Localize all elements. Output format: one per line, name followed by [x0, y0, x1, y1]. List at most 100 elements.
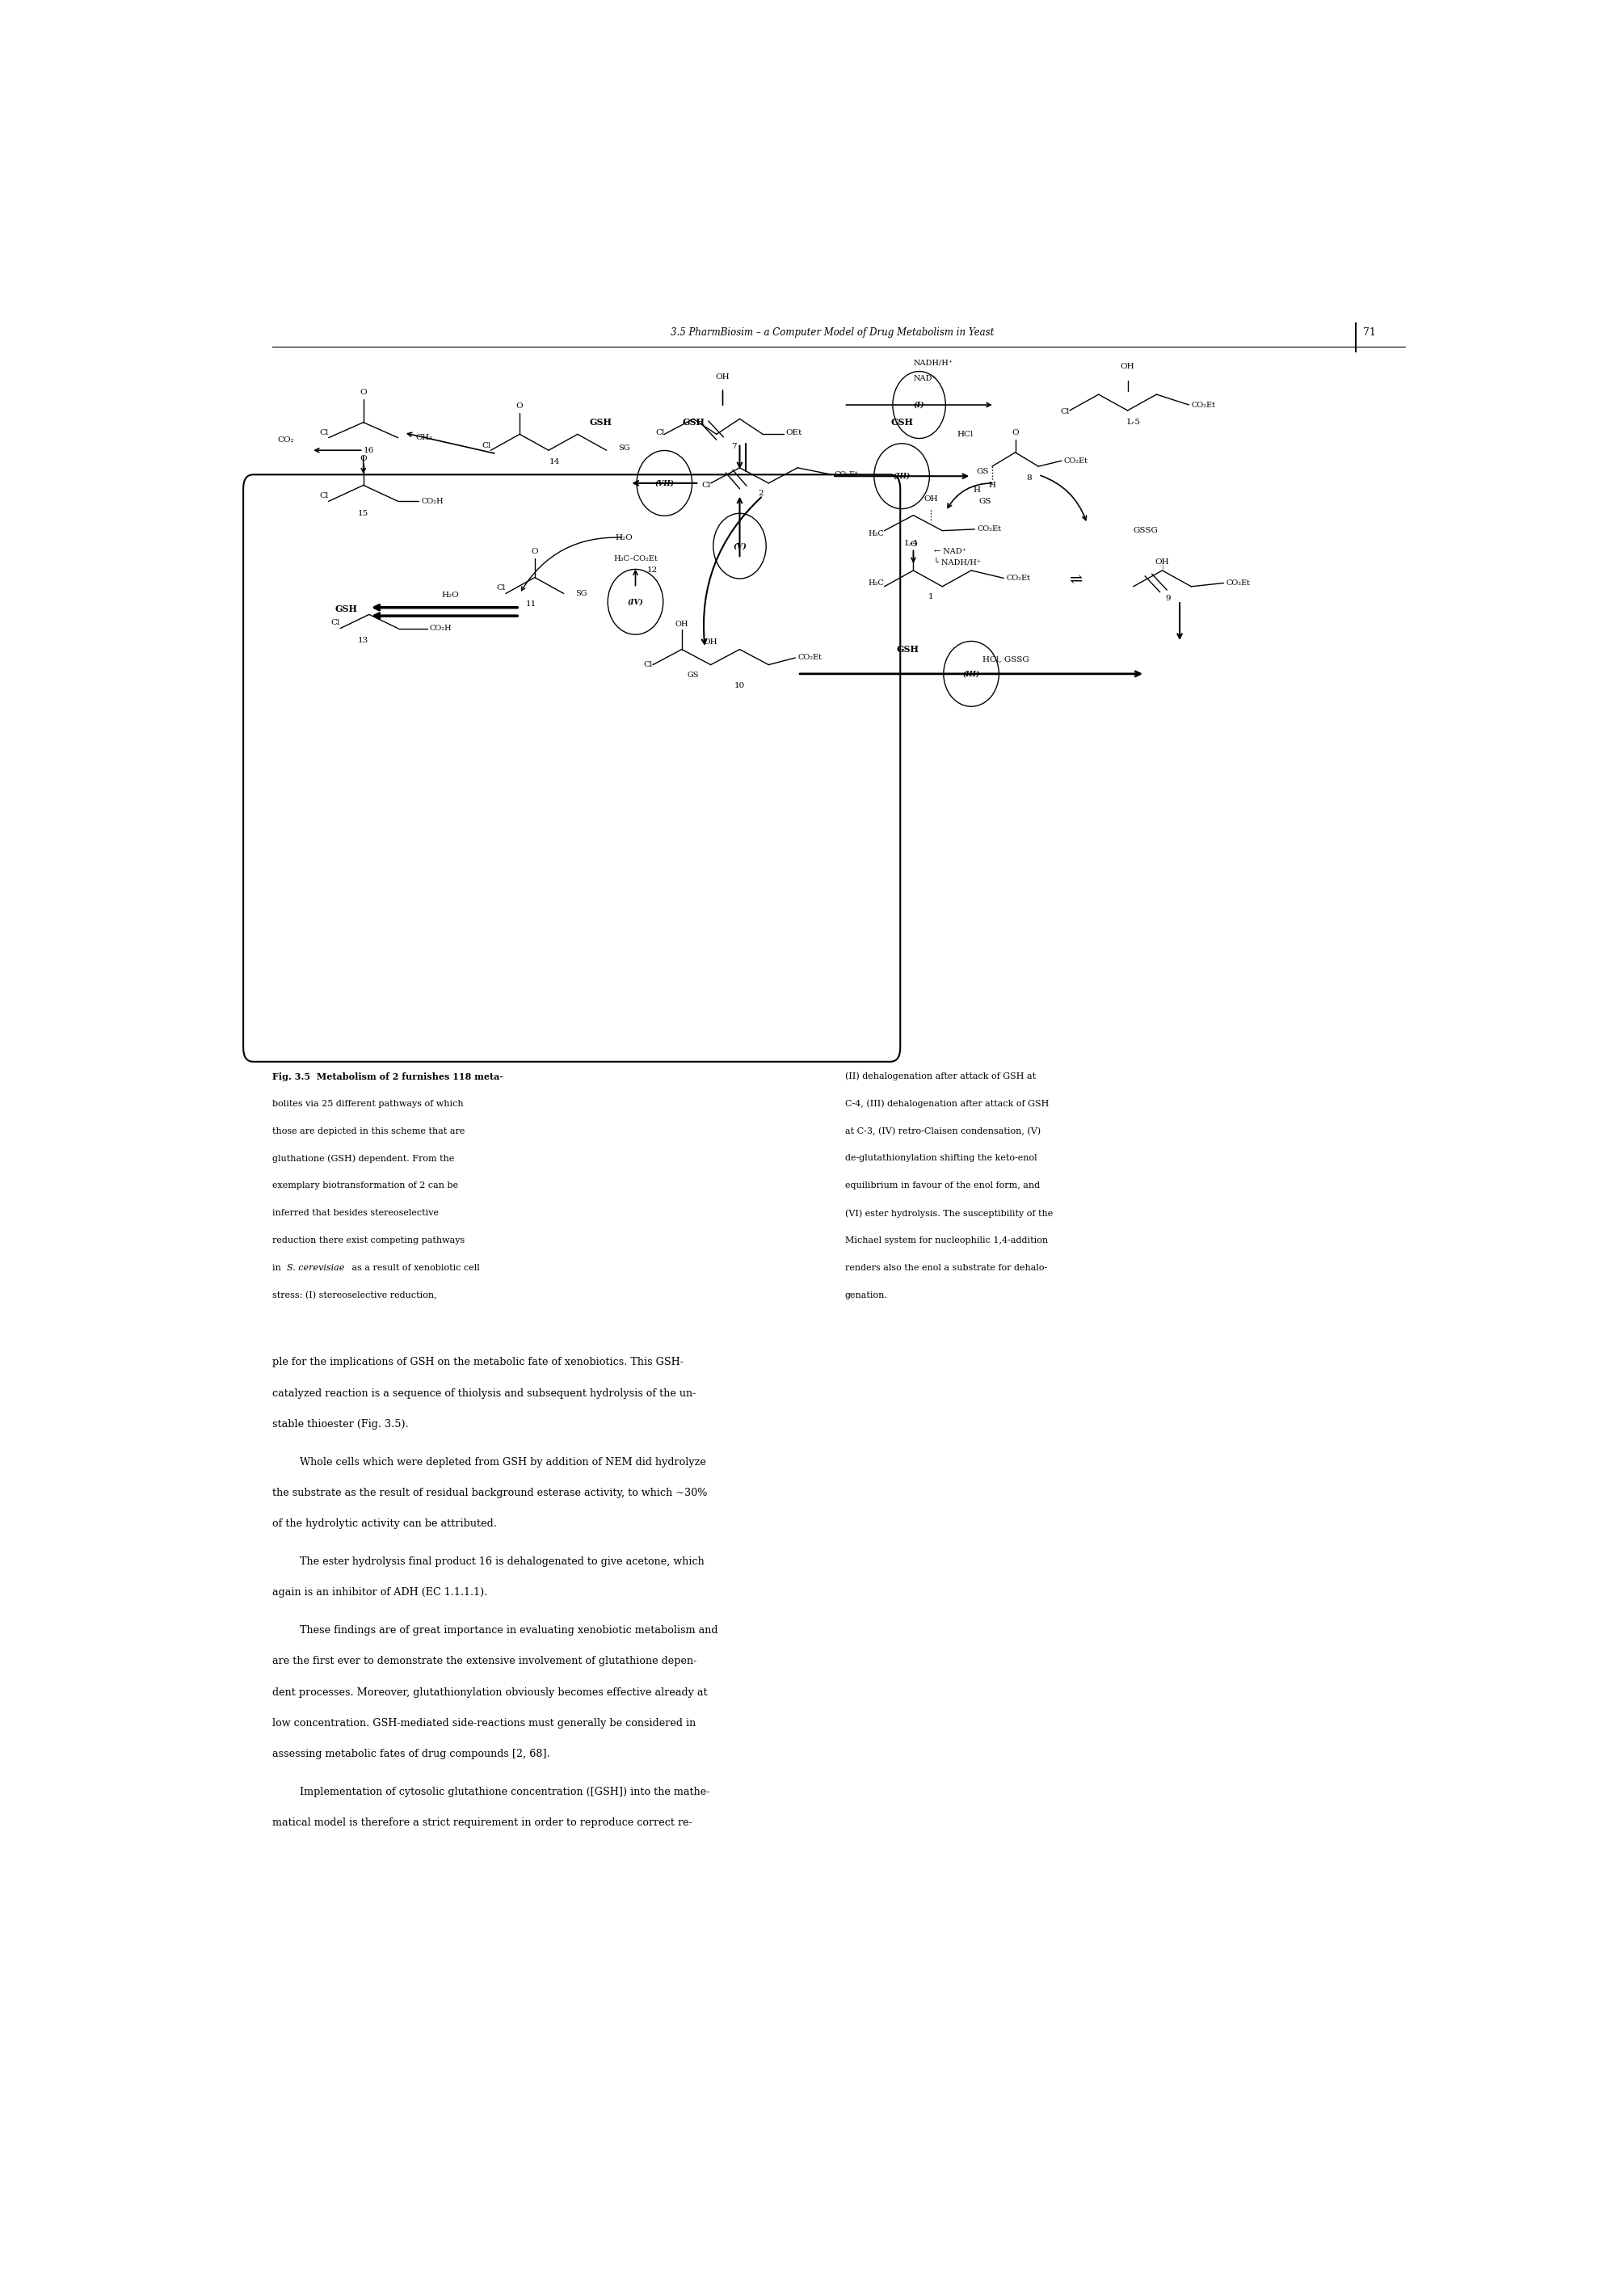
- Text: L-5: L-5: [1127, 419, 1140, 426]
- Text: O: O: [361, 456, 367, 463]
- Text: O: O: [361, 389, 367, 396]
- Text: (II) dehalogenation after attack of GSH at: (II) dehalogenation after attack of GSH …: [844, 1072, 1036, 1081]
- Text: assessing metabolic fates of drug compounds [2, 68].: assessing metabolic fates of drug compou…: [273, 1748, 551, 1759]
- Text: 3.5 PharmBiosim – a Computer Model of Drug Metabolism in Yeast: 3.5 PharmBiosim – a Computer Model of Dr…: [671, 328, 994, 337]
- Text: 9: 9: [1166, 596, 1171, 603]
- Text: genation.: genation.: [844, 1292, 888, 1299]
- Text: 8: 8: [1026, 474, 1031, 481]
- Text: 2: 2: [758, 490, 763, 497]
- Text: de-glutathionylation shifting the keto-enol: de-glutathionylation shifting the keto-e…: [844, 1155, 1036, 1162]
- Text: again is an inhibitor of ADH (EC 1.1.1.1).: again is an inhibitor of ADH (EC 1.1.1.1…: [273, 1588, 487, 1597]
- Text: those are depicted in this scheme that are: those are depicted in this scheme that a…: [273, 1127, 464, 1134]
- Text: 14: 14: [549, 458, 560, 465]
- Text: CO₂Et: CO₂Et: [1226, 580, 1250, 586]
- Text: Cl: Cl: [331, 619, 339, 625]
- Text: GSH: GSH: [682, 417, 705, 426]
- Text: CO₂Et: CO₂Et: [797, 655, 822, 662]
- Text: reduction there exist competing pathways: reduction there exist competing pathways: [273, 1237, 464, 1244]
- Text: 13: 13: [357, 637, 369, 644]
- Text: L-4: L-4: [905, 541, 918, 548]
- Text: O: O: [909, 541, 918, 548]
- Text: 15: 15: [357, 509, 369, 518]
- Text: GSH: GSH: [590, 417, 612, 426]
- Text: GSSG: GSSG: [1134, 527, 1158, 534]
- Text: H: H: [989, 481, 996, 488]
- Text: 71: 71: [1364, 328, 1376, 337]
- Text: CO₂: CO₂: [278, 435, 294, 444]
- Text: GS: GS: [976, 467, 989, 474]
- Text: gluthatione (GSH) dependent. From the: gluthatione (GSH) dependent. From the: [273, 1155, 455, 1164]
- Text: Cl: Cl: [482, 442, 490, 449]
- Text: H₂O: H₂O: [442, 591, 460, 598]
- Text: bolites via 25 different pathways of which: bolites via 25 different pathways of whi…: [273, 1100, 463, 1109]
- Text: ple for the implications of GSH on the metabolic fate of xenobiotics. This GSH-: ple for the implications of GSH on the m…: [273, 1356, 684, 1368]
- Text: OH: OH: [1155, 559, 1169, 566]
- Text: OH: OH: [703, 639, 718, 646]
- Text: 10: 10: [734, 683, 745, 690]
- Text: 1: 1: [927, 593, 934, 600]
- Text: matical model is therefore a strict requirement in order to reproduce correct re: matical model is therefore a strict requ…: [273, 1817, 692, 1828]
- Text: 11: 11: [526, 600, 536, 607]
- Text: H: H: [973, 486, 981, 495]
- Text: Cl: Cl: [643, 662, 653, 669]
- Text: S. cerevisiae: S. cerevisiae: [286, 1265, 344, 1272]
- Text: O: O: [1012, 428, 1018, 438]
- Text: Cl: Cl: [320, 493, 328, 499]
- Text: ⇌: ⇌: [1069, 573, 1082, 586]
- Text: in: in: [273, 1265, 284, 1272]
- Text: Cl: Cl: [654, 428, 664, 438]
- Text: GSH: GSH: [890, 417, 913, 426]
- Text: H₃C–CO₂Et: H₃C–CO₂Et: [614, 554, 658, 561]
- Text: dent processes. Moreover, glutathionylation obviously becomes effective already : dent processes. Moreover, glutathionylat…: [273, 1686, 708, 1698]
- Text: ← NAD⁺: ← NAD⁺: [934, 548, 966, 554]
- Text: OH: OH: [676, 621, 689, 628]
- Text: low concentration. GSH-mediated side-reactions must generally be considered in: low concentration. GSH-mediated side-rea…: [273, 1718, 695, 1727]
- Text: renders also the enol a substrate for dehalo-: renders also the enol a substrate for de…: [844, 1265, 1047, 1272]
- Text: CO₂Et: CO₂Et: [1192, 401, 1215, 408]
- Text: (I): (I): [914, 401, 924, 408]
- Text: H₂O: H₂O: [615, 534, 633, 541]
- Text: OH: OH: [924, 495, 937, 502]
- Text: Cl: Cl: [702, 481, 711, 488]
- Text: as a result of xenobiotic cell: as a result of xenobiotic cell: [349, 1265, 479, 1272]
- Text: CH₃: CH₃: [416, 433, 432, 442]
- Text: GSH: GSH: [335, 605, 357, 614]
- Text: Cl: Cl: [1060, 408, 1070, 415]
- Text: (VII): (VII): [654, 479, 674, 486]
- Text: (VI) ester hydrolysis. The susceptibility of the: (VI) ester hydrolysis. The susceptibilit…: [844, 1210, 1052, 1217]
- Text: Fig. 3.5  Metabolism of 2 furnishes 118 meta-: Fig. 3.5 Metabolism of 2 furnishes 118 m…: [273, 1072, 503, 1081]
- Text: Implementation of cytosolic glutathione concentration ([GSH]) into the mathe-: Implementation of cytosolic glutathione …: [300, 1787, 710, 1796]
- Text: (III): (III): [893, 472, 911, 479]
- Text: the substrate as the result of residual background esterase activity, to which ~: the substrate as the result of residual …: [273, 1487, 708, 1498]
- Text: CO₂H: CO₂H: [421, 497, 443, 504]
- Text: 7: 7: [731, 442, 737, 451]
- Text: NADH/H⁺: NADH/H⁺: [913, 360, 953, 367]
- Text: H₃C: H₃C: [869, 532, 885, 538]
- Text: 12: 12: [646, 566, 658, 575]
- Text: are the first ever to demonstrate the extensive involvement of glutathione depen: are the first ever to demonstrate the ex…: [273, 1656, 697, 1666]
- Text: HCl, GSSG: HCl, GSSG: [983, 655, 1030, 664]
- Text: GS: GS: [978, 497, 991, 504]
- Text: H₃C: H₃C: [869, 580, 885, 586]
- Text: HCl: HCl: [957, 431, 974, 438]
- Text: Cl: Cl: [497, 584, 505, 591]
- Text: SG: SG: [575, 589, 586, 598]
- Text: GSH: GSH: [896, 646, 919, 653]
- Text: NAD⁺: NAD⁺: [913, 376, 937, 383]
- Text: The ester hydrolysis final product 16 is dehalogenated to give acetone, which: The ester hydrolysis final product 16 is…: [300, 1556, 705, 1567]
- Text: CO₂Et: CO₂Et: [1064, 458, 1088, 465]
- Text: catalyzed reaction is a sequence of thiolysis and subsequent hydrolysis of the u: catalyzed reaction is a sequence of thio…: [273, 1388, 697, 1398]
- Text: exemplary biotransformation of 2 can be: exemplary biotransformation of 2 can be: [273, 1182, 458, 1189]
- Text: └ NADH/H⁺: └ NADH/H⁺: [934, 559, 981, 566]
- Text: O: O: [516, 403, 523, 410]
- Text: (V): (V): [732, 543, 747, 550]
- Text: stable thioester (Fig. 3.5).: stable thioester (Fig. 3.5).: [273, 1418, 409, 1430]
- Text: SG: SG: [619, 444, 630, 451]
- Text: Michael system for nucleophilic 1,4-addition: Michael system for nucleophilic 1,4-addi…: [844, 1237, 1047, 1244]
- Text: (III): (III): [963, 671, 979, 678]
- Text: (IV): (IV): [627, 598, 643, 605]
- Text: OEt: OEt: [786, 428, 802, 438]
- Text: OH: OH: [1121, 362, 1135, 371]
- Text: at C-3, (IV) retro-Claisen condensation, (V): at C-3, (IV) retro-Claisen condensation,…: [844, 1127, 1041, 1136]
- Text: These findings are of great importance in evaluating xenobiotic metabolism and: These findings are of great importance i…: [300, 1624, 718, 1636]
